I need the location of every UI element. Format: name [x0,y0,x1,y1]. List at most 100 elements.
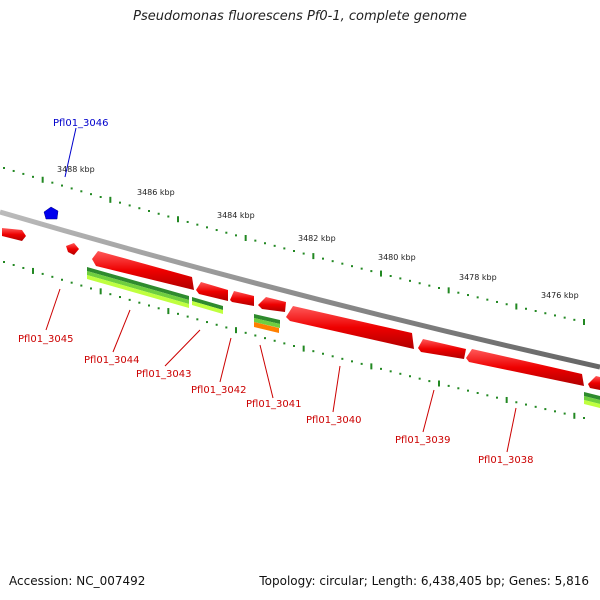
label-leaders [45,127,517,453]
minor-tick [22,172,25,175]
minor-tick [370,270,373,273]
gene-label-pfl01-3043[interactable]: Pfl01_3043 [136,369,192,380]
minor-tick [225,326,228,329]
minor-tick [167,215,170,218]
gene-label-pfl01-3038[interactable]: Pfl01_3038 [478,455,534,466]
minor-tick [235,234,237,237]
minor-tick [90,193,92,196]
minor-tick [496,300,498,303]
minor-tick [80,284,83,287]
tick-label: 3476 kbp [541,291,579,300]
tick-label: 3486 kbp [137,188,175,197]
major-tick [167,308,170,315]
major-tick [583,319,585,325]
gene-pfl01-3041[interactable] [258,297,286,312]
gene-pfl01-3038[interactable] [466,349,584,386]
accession-text: Accession: NC_007492 [9,574,146,588]
minor-tick [186,220,189,223]
minor-tick [293,345,295,347]
gene-pfl01-3043[interactable] [196,282,228,301]
major-tick [109,196,112,203]
minor-tick [331,355,334,358]
minor-tick [554,410,556,413]
minor-tick [486,298,489,301]
minor-tick [32,175,34,178]
minor-tick [554,314,556,317]
minor-tick [283,247,286,250]
gene-block[interactable] [588,376,600,390]
minor-tick [148,210,150,212]
minor-tick [138,301,141,304]
minor-tick [293,250,295,252]
minor-tick [573,318,576,321]
genome-summary-text: Topology: circular; Length: 6,438,405 bp… [259,574,589,588]
major-tick [235,327,237,334]
gene-pfl01-3040[interactable] [286,306,414,349]
minor-tick [467,294,469,297]
minor-tick [302,252,305,255]
minor-tick [215,323,218,326]
gene-label-pfl01-3040[interactable]: Pfl01_3040 [306,415,362,426]
tick-label: 3488 kbp [57,165,95,174]
tick-label: 3480 kbp [378,253,416,262]
gene-label-pfl01-3044[interactable]: Pfl01_3044 [84,355,140,366]
gene-pfl01-3044[interactable] [92,251,194,290]
minor-tick [148,304,150,307]
minor-tick [99,196,102,198]
minor-tick [283,342,286,345]
tick-label: 3484 kbp [217,211,255,220]
gene-pfl01-3042[interactable] [230,291,254,306]
feature-stripes [87,267,600,408]
minor-tick [447,384,450,387]
gene-label-pfl01-3042[interactable]: Pfl01_3042 [191,385,247,396]
minor-tick [244,331,247,334]
gene-pfl01-3039[interactable] [418,339,466,359]
major-tick [302,345,305,352]
major-tick [573,412,576,419]
gene-pfl01-3045[interactable] [66,243,79,255]
minor-tick [515,401,518,404]
minor-tick [264,337,266,340]
minor-tick [534,310,537,312]
minor-tick [119,201,121,204]
gene-label-pfl01-3046[interactable]: Pfl01_3046 [53,118,109,129]
minor-tick [312,350,315,353]
minor-tick [341,357,344,360]
minor-tick [496,396,498,399]
minor-tick [418,377,421,380]
inner-tick-ring [3,261,585,419]
gene-label-pfl01-3039[interactable]: Pfl01_3039 [395,435,451,446]
major-tick [438,380,440,387]
minor-tick [360,267,363,270]
gene-label-pfl01-3041[interactable]: Pfl01_3041 [246,399,302,410]
minor-tick [341,262,344,265]
minor-tick [457,387,460,390]
minor-tick [380,367,382,370]
gene-pfl01-3046[interactable] [43,206,59,220]
minor-tick [331,260,334,263]
major-tick [370,363,373,370]
major-tick [447,287,450,294]
minor-tick [157,307,160,310]
minor-tick [476,296,479,299]
minor-tick [389,275,392,277]
major-tick [244,235,247,241]
minor-tick [428,284,431,287]
gene-label-pfl01-3045[interactable]: Pfl01_3045 [18,334,74,345]
minor-tick [583,417,585,419]
minor-tick [22,266,25,269]
minor-tick [196,318,199,321]
major-tick [312,253,315,260]
minor-tick [399,277,402,280]
minor-tick [351,360,353,363]
minor-tick [61,184,63,187]
gene-block[interactable] [2,228,26,241]
major-tick [515,303,518,310]
minor-tick [563,412,566,415]
minor-tick [225,231,228,234]
minor-tick [322,257,324,260]
minor-tick [138,207,141,210]
minor-tick [389,370,392,373]
gene-labels: Pfl01_3046 Pfl01_3045 Pfl01_3044 Pfl01_3… [18,118,534,466]
